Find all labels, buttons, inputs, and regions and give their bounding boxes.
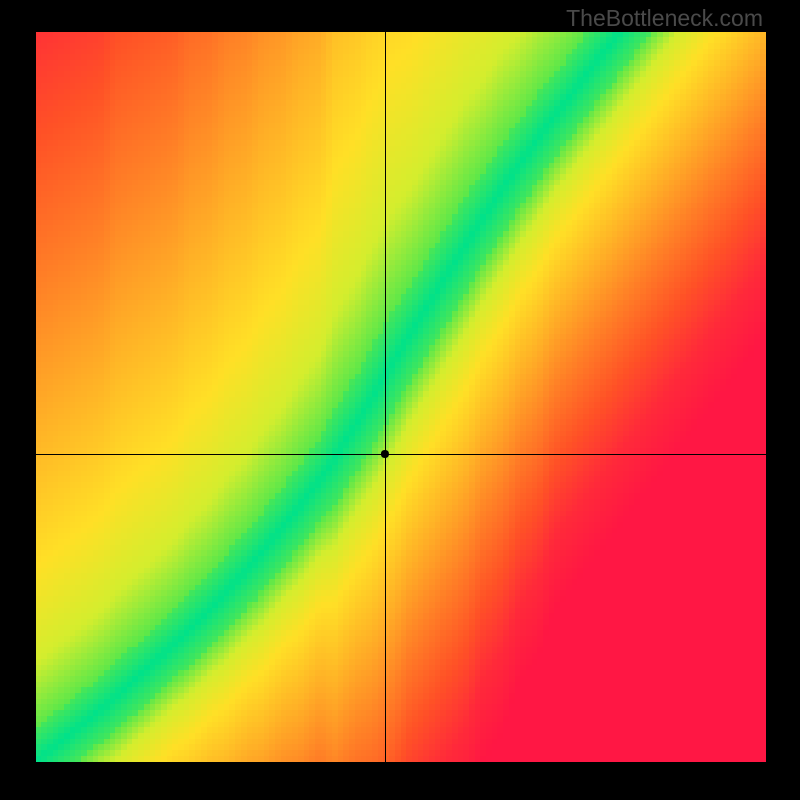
bottleneck-heatmap <box>36 32 766 762</box>
watermark-text: TheBottleneck.com <box>566 5 763 32</box>
